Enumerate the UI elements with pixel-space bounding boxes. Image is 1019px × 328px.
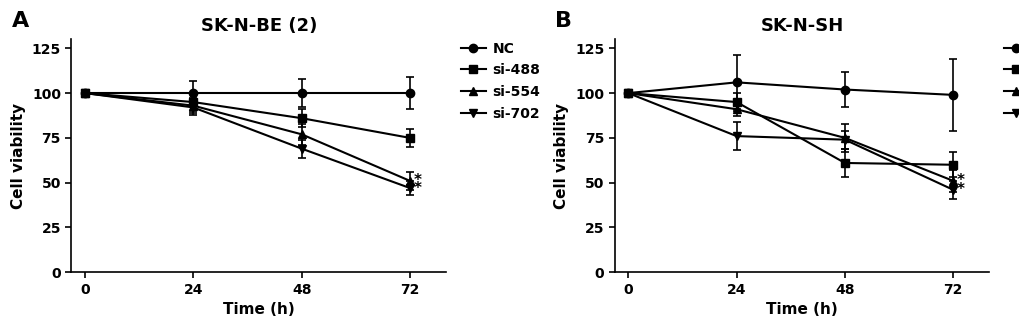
NC: [838, 88, 850, 92]
si-488: [404, 136, 416, 140]
Text: *: *: [413, 180, 421, 195]
si-554: [947, 179, 959, 183]
si-554: [404, 179, 416, 183]
Legend: NC, si-488, si-554, si-702: NC, si-488, si-554, si-702: [461, 42, 540, 121]
Text: A: A: [11, 11, 29, 31]
Text: *: *: [956, 182, 964, 197]
Text: B: B: [554, 11, 572, 31]
si-554: [622, 91, 634, 95]
NC: [186, 91, 199, 95]
Line: si-702: si-702: [81, 89, 414, 192]
Text: *: *: [413, 174, 421, 188]
si-554: [730, 107, 742, 111]
Y-axis label: Cell viability: Cell viability: [554, 103, 569, 209]
X-axis label: Time (h): Time (h): [223, 302, 294, 317]
si-554: [78, 91, 91, 95]
si-488: [78, 91, 91, 95]
Line: si-702: si-702: [624, 89, 957, 194]
Line: si-554: si-554: [624, 89, 957, 185]
X-axis label: Time (h): Time (h): [765, 302, 837, 317]
si-702: [78, 91, 91, 95]
NC: [296, 91, 308, 95]
Line: NC: NC: [81, 89, 414, 97]
si-488: [947, 163, 959, 167]
Line: NC: NC: [624, 78, 957, 99]
si-702: [296, 147, 308, 151]
si-702: [622, 91, 634, 95]
si-702: [186, 106, 199, 110]
si-488: [838, 161, 850, 165]
si-554: [296, 132, 308, 136]
Line: si-488: si-488: [624, 89, 957, 169]
NC: [78, 91, 91, 95]
Y-axis label: Cell viability: Cell viability: [11, 103, 26, 209]
NC: [730, 80, 742, 84]
Line: si-488: si-488: [81, 89, 414, 142]
si-702: [730, 134, 742, 138]
si-702: [838, 138, 850, 142]
si-554: [186, 104, 199, 108]
Title: SK-N-SH: SK-N-SH: [760, 17, 843, 35]
si-702: [404, 186, 416, 190]
si-488: [296, 116, 308, 120]
Legend: NC, si-488, si-554, si-702: NC, si-488, si-554, si-702: [1003, 42, 1019, 121]
si-702: [947, 188, 959, 192]
Title: SK-N-BE (2): SK-N-BE (2): [201, 17, 317, 35]
Text: *: *: [956, 174, 964, 188]
si-554: [838, 136, 850, 140]
NC: [947, 93, 959, 97]
NC: [404, 91, 416, 95]
si-488: [622, 91, 634, 95]
NC: [622, 91, 634, 95]
si-488: [186, 100, 199, 104]
Line: si-554: si-554: [81, 89, 414, 185]
si-488: [730, 100, 742, 104]
